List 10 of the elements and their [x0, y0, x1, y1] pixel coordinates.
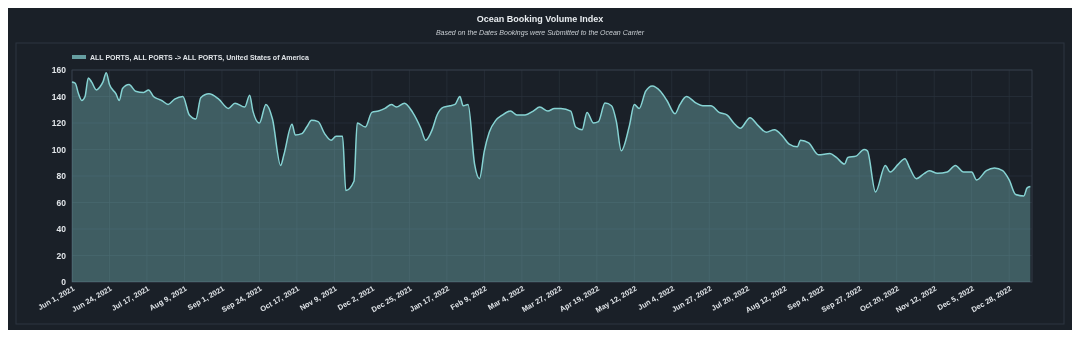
- y-tick-label: 100: [51, 144, 67, 155]
- y-tick-label: 20: [56, 250, 67, 261]
- y-tick-label: 120: [51, 118, 67, 128]
- y-tick-label: 0: [61, 277, 67, 287]
- chart-title: Ocean Booking Volume Index: [476, 14, 604, 24]
- y-tick-label: 140: [51, 91, 67, 102]
- y-tick-label: 40: [56, 224, 67, 234]
- y-tick-label: 60: [56, 197, 67, 208]
- y-tick-label: 80: [56, 171, 67, 181]
- y-tick-label: 160: [51, 65, 67, 75]
